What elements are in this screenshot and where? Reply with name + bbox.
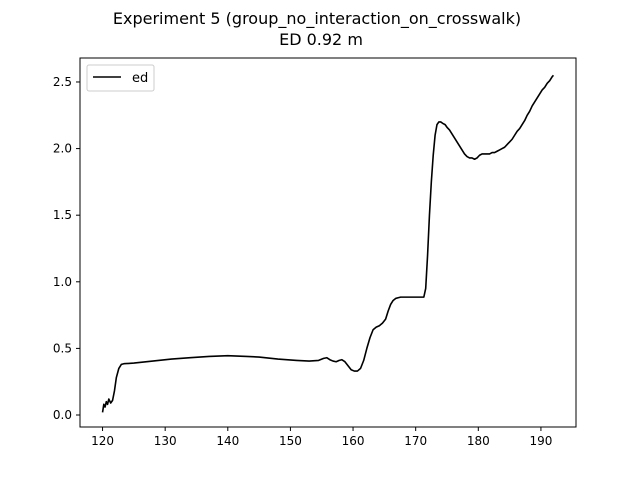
- y-tick-label: 0.5: [53, 341, 72, 355]
- y-tick-label: 1.5: [53, 208, 72, 222]
- axes-frame: [79, 57, 577, 428]
- x-tick-label: 170: [404, 434, 427, 448]
- y-axis: 0.0 0.5 1.0 1.5 2.0 2.5: [53, 75, 80, 422]
- chart-title-line1: Experiment 5 (group_no_interaction_on_cr…: [113, 9, 521, 29]
- x-tick-label: 160: [342, 434, 365, 448]
- legend-box: [86, 64, 155, 92]
- x-tick-label: 190: [529, 434, 552, 448]
- legend-label-ed: ed: [132, 71, 148, 86]
- series-line-ed: [101, 74, 555, 413]
- y-tick-label: 2.0: [53, 142, 72, 156]
- y-tick-label: 2.5: [53, 75, 72, 89]
- x-tick-label: 130: [154, 434, 177, 448]
- legend: ed: [86, 64, 155, 92]
- x-tick-label: 140: [216, 434, 239, 448]
- plot-area: [101, 74, 555, 413]
- x-tick-label: 150: [279, 434, 302, 448]
- x-tick-label: 180: [467, 434, 490, 448]
- y-tick-label: 0.0: [53, 408, 72, 422]
- y-tick-label: 1.0: [53, 275, 72, 289]
- x-tick-label: 120: [91, 434, 114, 448]
- chart-title-line2: ED 0.92 m: [279, 30, 363, 49]
- x-axis: 120 130 140 150 160 170 180 190: [91, 427, 552, 448]
